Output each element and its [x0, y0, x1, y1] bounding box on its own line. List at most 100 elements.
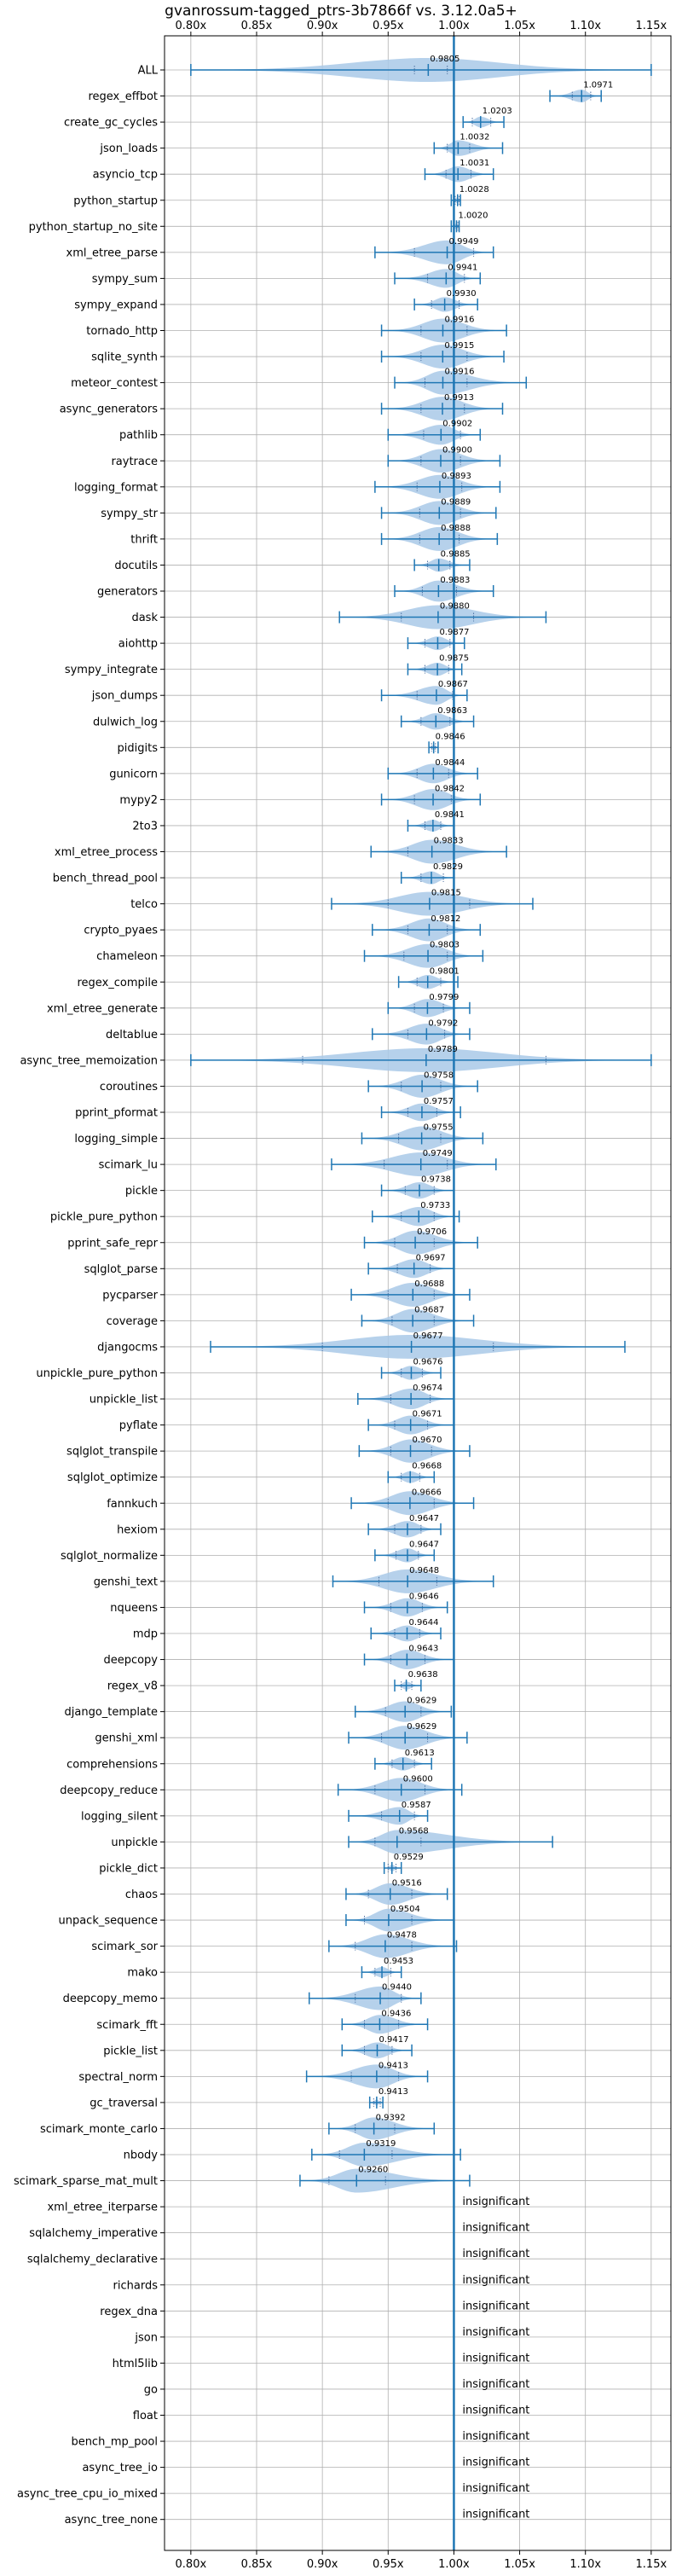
category-label: go [144, 2383, 158, 2396]
category-label: pickle [125, 1185, 158, 1198]
category-label: pickle_pure_python [50, 1211, 158, 1224]
category-label: genshi_xml [95, 1732, 158, 1745]
category-label: telco [130, 898, 158, 911]
x-tick-label-top: 0.85x [241, 20, 273, 32]
data-label: 0.9674 [413, 1384, 442, 1393]
data-label: 0.9949 [449, 237, 479, 247]
data-label: 0.9888 [441, 524, 471, 533]
data-label: 0.9706 [417, 1227, 447, 1237]
axes-border [164, 35, 672, 2551]
category-label: sympy_expand [74, 299, 158, 311]
category-label: unpickle [111, 1836, 158, 1849]
category-label: deepcopy_reduce [60, 1784, 158, 1797]
x-tick-label-bottom: 1.15x [636, 2558, 668, 2571]
data-label: 0.9647 [409, 1540, 439, 1549]
data-label: 0.9670 [413, 1436, 442, 1445]
x-tick-label-top: 1.05x [504, 20, 535, 32]
category-label: async_tree_io [82, 2462, 158, 2474]
data-label: 0.9613 [405, 1749, 435, 1758]
category-label: mako [127, 1967, 158, 1980]
data-labels: 0.9805 1.0971 1.0203 1.0032 1.0031 1.0028 1.00… [358, 55, 613, 2521]
insignificant-label: insignificant [462, 2405, 529, 2417]
category-label: nbody [124, 2150, 159, 2162]
x-tick-labels-bottom: 0.80x 0.85x 0.90x 0.95x 1.00x 1.05x 1.10x 1.15x [176, 2558, 668, 2571]
data-label: 0.9436 [381, 2009, 411, 2018]
axes-frame [160, 32, 672, 2555]
x-tick-label-bottom: 0.90x [307, 2558, 338, 2571]
category-label: scimark_fft [96, 2019, 158, 2032]
category-label: ALL [138, 65, 159, 78]
data-label: 0.9644 [409, 1618, 439, 1627]
data-label: 0.9733 [420, 1201, 450, 1210]
data-label: 0.9738 [421, 1175, 451, 1185]
category-label: pyflate [119, 1419, 158, 1432]
data-label: 0.9846 [436, 732, 465, 741]
data-label: 0.9440 [382, 1983, 412, 1993]
data-label: 0.9877 [439, 628, 469, 637]
category-label: float [133, 2410, 158, 2422]
data-label: 0.9666 [412, 1488, 442, 1497]
category-label: python_startup_no_site [29, 221, 158, 234]
data-label: 0.9880 [440, 602, 470, 612]
category-label: scimark_sparse_mat_mult [14, 2175, 158, 2188]
category-label: sympy_str [101, 508, 158, 520]
data-label: 0.9900 [442, 445, 472, 455]
insignificant-label: insignificant [462, 2352, 529, 2364]
insignificant-label: insignificant [462, 2300, 529, 2312]
category-label: generators [97, 586, 158, 599]
data-label: 0.9867 [438, 680, 468, 689]
data-label: 0.9687 [414, 1305, 444, 1314]
category-label: create_gc_cycles [64, 117, 158, 130]
x-tick-label-bottom: 1.00x [438, 2558, 470, 2571]
data-label: 0.9916 [444, 316, 474, 325]
insignificant-label: insignificant [462, 2196, 529, 2208]
category-label: sqlglot_parse [84, 1263, 158, 1276]
category-label: async_tree_memoization [20, 1054, 158, 1067]
data-label: 0.9568 [399, 1826, 429, 1836]
data-label: 0.9930 [447, 289, 477, 299]
category-label: logging_silent [81, 1810, 158, 1823]
category-label: mdp [133, 1628, 158, 1641]
data-label: 0.9913 [444, 393, 474, 403]
data-label: 0.9668 [412, 1462, 442, 1471]
violins [190, 58, 652, 2193]
data-label: 0.9319 [366, 2139, 396, 2149]
category-label: django_template [65, 1706, 158, 1719]
data-label: 0.9392 [376, 2113, 406, 2122]
category-label: xml_etree_iterparse [47, 2202, 158, 2214]
data-label: 0.9478 [387, 1931, 417, 1941]
data-label: 0.9812 [431, 914, 460, 924]
category-label: meteor_contest [71, 377, 158, 390]
data-label: 0.9875 [439, 654, 469, 664]
category-label: asyncio_tcp [93, 169, 158, 182]
category-label: genshi_text [94, 1575, 158, 1588]
category-label: gc_traversal [90, 2097, 158, 2109]
insignificant-label: insignificant [462, 2222, 529, 2235]
category-label: async_tree_none [65, 2514, 158, 2527]
data-label: 0.9749 [423, 1149, 453, 1158]
data-label: 0.9417 [379, 2035, 408, 2045]
category-label: pprint_pformat [75, 1107, 158, 1120]
category-label: nqueens [110, 1602, 158, 1615]
data-label: 0.9916 [444, 368, 474, 377]
data-label: 0.9805 [430, 55, 459, 64]
data-label: 0.9600 [403, 1774, 433, 1784]
category-label: crypto_pyaes [84, 925, 158, 937]
insignificant-label: insignificant [462, 2378, 529, 2391]
category-label: richards [113, 2279, 159, 2292]
data-label: 0.9885 [441, 549, 471, 559]
category-label: dulwich_log [93, 716, 158, 728]
category-label: mypy2 [119, 794, 158, 807]
data-label: 0.9883 [440, 576, 470, 585]
insignificant-label: insignificant [462, 2509, 529, 2521]
x-tick-label-top: 1.10x [569, 20, 601, 32]
data-label: 0.9889 [441, 497, 471, 507]
category-label: coroutines [100, 1081, 158, 1094]
category-label: fannkuch [107, 1498, 158, 1511]
data-label: 0.9413 [379, 2087, 408, 2097]
data-label: 1.0203 [483, 107, 512, 116]
category-label: json_loads [99, 142, 158, 155]
data-label: 0.9841 [435, 810, 465, 820]
